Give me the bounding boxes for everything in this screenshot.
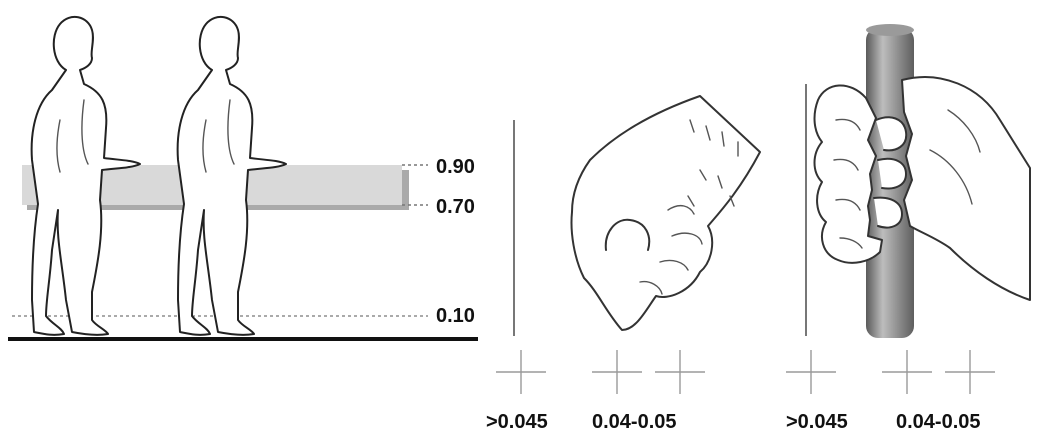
height-label-floor: 0.10 [436,305,475,327]
crosshair-5 [882,350,932,394]
height-label-lower: 0.70 [436,196,475,218]
ball-label-min: >0.045 [486,411,548,433]
ball-label-range: 0.04-0.05 [592,411,677,433]
crosshair-marks [496,350,995,394]
pipe-label-min: >0.045 [786,411,848,433]
diameter-labels: >0.045 0.04-0.05 >0.045 0.04-0.05 [486,411,981,433]
ball-grip-illustration [570,95,761,331]
grip-ball-section [513,95,761,336]
grip-pipe-section [805,24,1031,338]
person-figure-2 [176,15,287,336]
floor-line [8,337,478,341]
crosshair-2 [592,350,642,394]
crosshair-6 [945,350,995,394]
crosshair-4 [786,350,836,394]
pipe-label-range: 0.04-0.05 [896,411,981,433]
crosshair-3 [655,350,705,394]
grip-pipe-top [866,24,914,36]
height-label-upper: 0.90 [436,156,475,178]
handrail-height-section: 0.90 0.70 0.10 [8,15,478,341]
person-figure-1 [30,15,141,336]
pipe-grip-illustration [813,24,1031,338]
crosshair-1 [496,350,546,394]
